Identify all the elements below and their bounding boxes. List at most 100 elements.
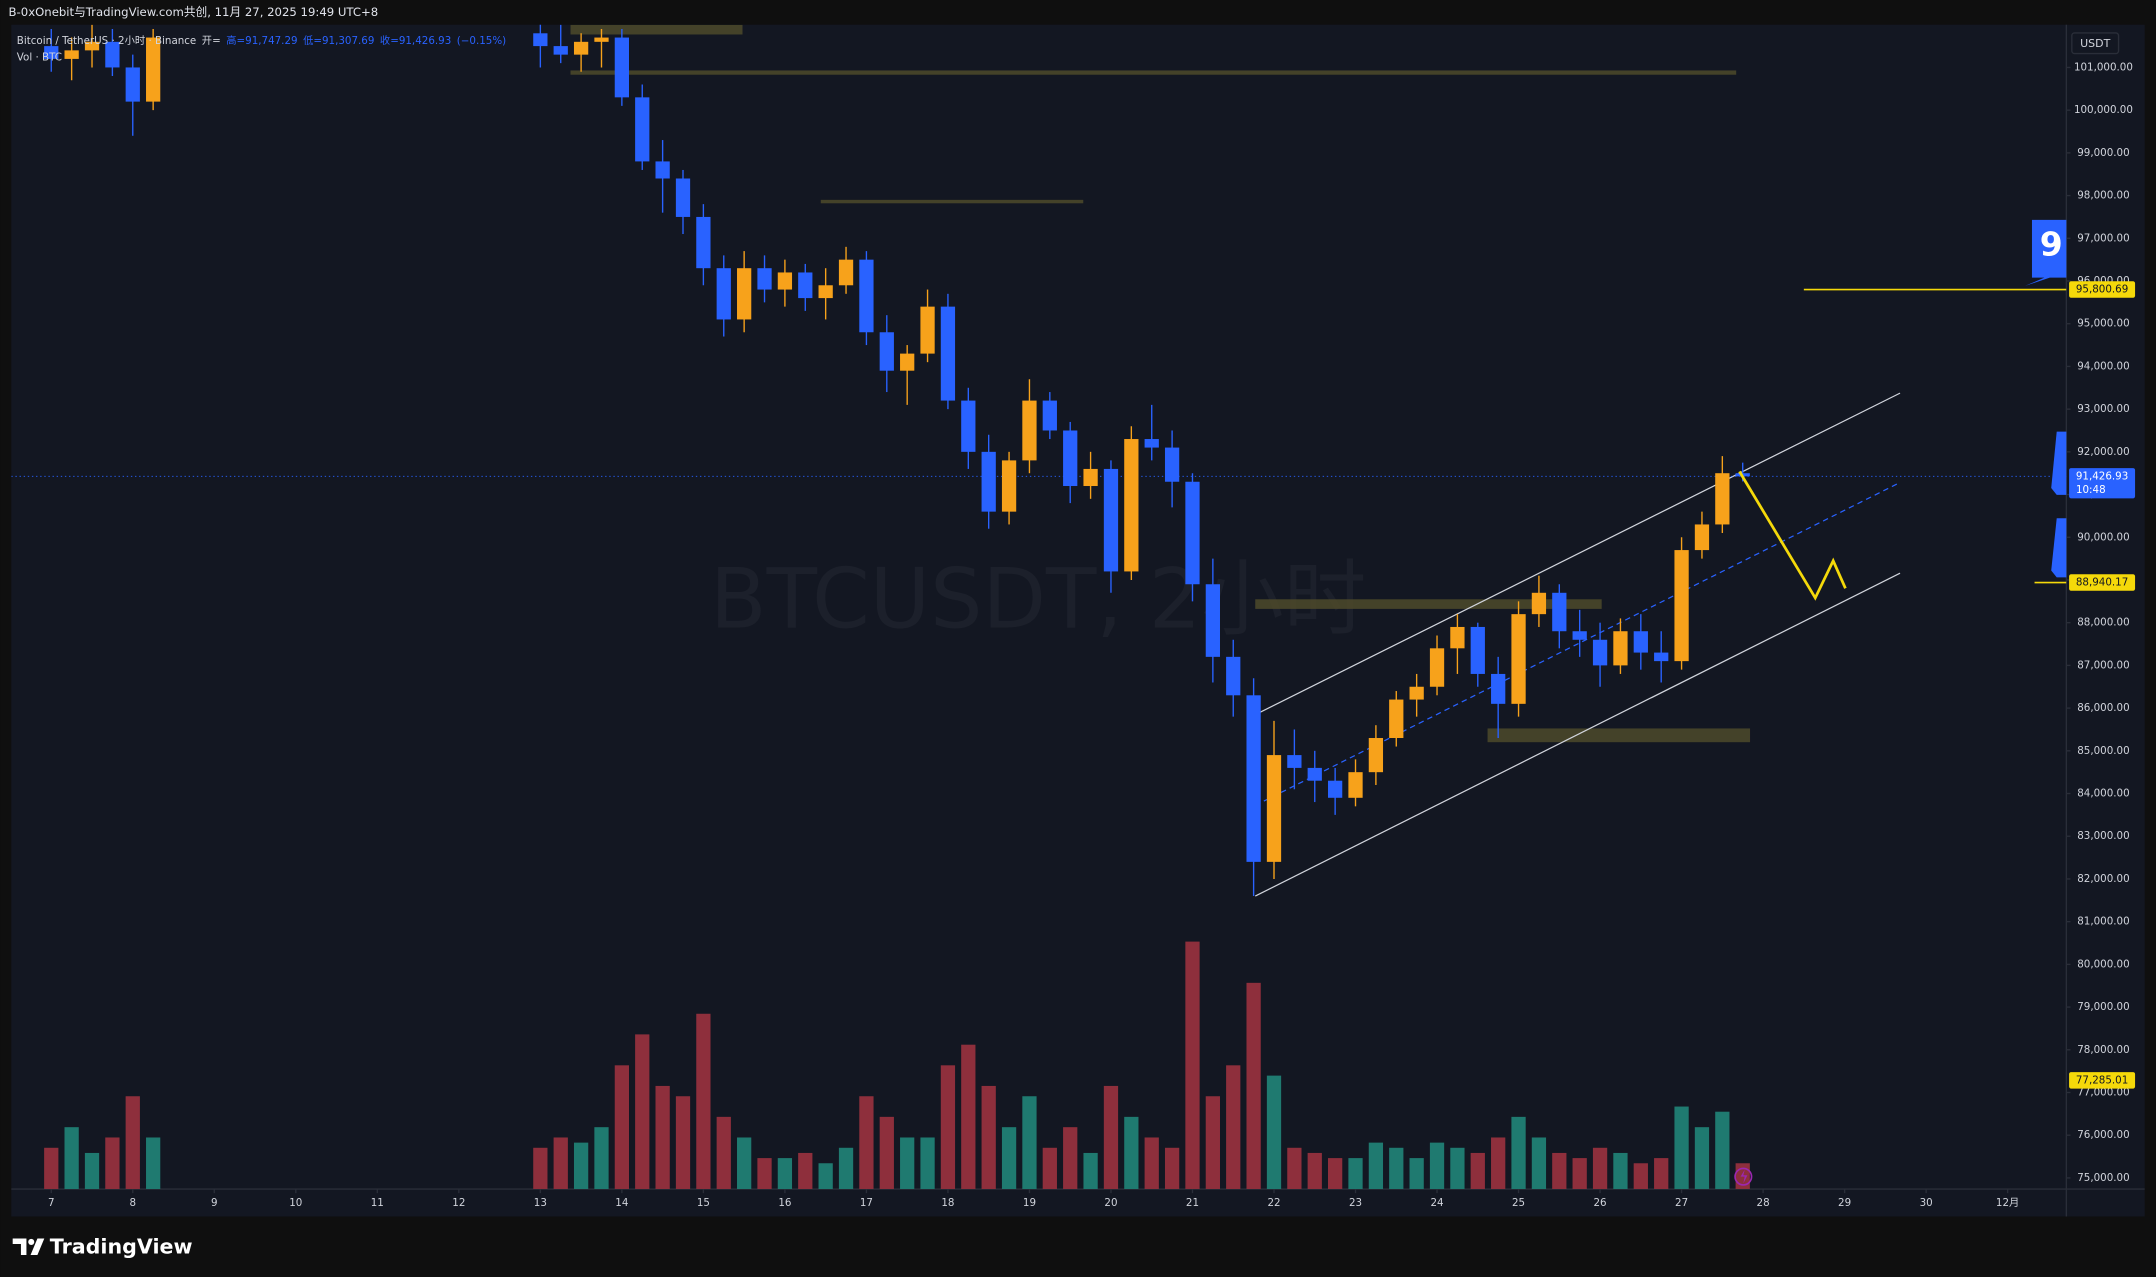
candle-body xyxy=(1144,439,1159,448)
candle-body xyxy=(553,46,568,55)
volume-bar xyxy=(1164,1147,1180,1190)
volume-bar xyxy=(84,1152,100,1190)
x-tick-label: 7 xyxy=(48,1197,55,1209)
candle-body xyxy=(1124,439,1139,572)
candle-body xyxy=(940,306,956,401)
candle-body xyxy=(777,272,793,290)
y-tick-label: 82,000.00 xyxy=(2077,873,2129,885)
candle-body xyxy=(573,41,589,55)
candle-body xyxy=(1654,652,1669,662)
candle-body xyxy=(146,37,161,102)
price-tag-label: 95,800.69 xyxy=(2076,284,2128,296)
x-tick-label: 21 xyxy=(1186,1197,1199,1209)
candle-body xyxy=(961,400,976,452)
y-tick-label: 78,000.00 xyxy=(2077,1044,2129,1056)
volume-bar xyxy=(1348,1158,1363,1190)
candle-body xyxy=(716,268,731,320)
volume-bar xyxy=(1246,982,1261,1190)
y-tick-label: 76,000.00 xyxy=(2077,1129,2129,1141)
x-tick-label: 19 xyxy=(1023,1197,1036,1209)
volume-bar xyxy=(1001,1127,1017,1190)
candle-body xyxy=(1226,656,1241,696)
volume-bar xyxy=(1083,1152,1098,1190)
channel-line xyxy=(1254,572,1901,897)
plot-area xyxy=(11,24,2067,1190)
candle-body xyxy=(1368,738,1384,773)
candle-body xyxy=(1063,430,1078,487)
candle-body xyxy=(696,216,711,269)
volume-bar xyxy=(1633,1163,1648,1190)
y-tick-label: 90,000.00 xyxy=(2077,531,2129,543)
y-tick-label: 85,000.00 xyxy=(2077,745,2129,757)
volume-bar xyxy=(655,1085,670,1190)
volume-bar xyxy=(1552,1152,1567,1190)
x-tick-label: 29 xyxy=(1838,1197,1851,1209)
axis-unit-box[interactable] xyxy=(2071,32,2120,55)
candle-body xyxy=(798,272,813,299)
badge-shape xyxy=(2025,219,2067,286)
x-tick-label: 27 xyxy=(1675,1197,1688,1209)
candle-body xyxy=(1103,468,1119,572)
volume-bar xyxy=(1063,1127,1078,1190)
x-tick-label: 12月 xyxy=(1996,1197,2019,1209)
volume-bar xyxy=(1124,1116,1139,1190)
legend-symbol: Bitcoin / TetherUS · 2小时 · Binance xyxy=(17,35,196,47)
candle-body xyxy=(1307,767,1322,781)
volume-bar xyxy=(594,1127,609,1190)
candle-body xyxy=(1531,592,1547,615)
volume-bar xyxy=(1470,1152,1485,1190)
y-tick-label: 83,000.00 xyxy=(2077,830,2129,842)
x-tick-label: 22 xyxy=(1267,1197,1280,1209)
candle-body xyxy=(675,178,691,217)
x-tick-label: 28 xyxy=(1757,1197,1770,1209)
legend-low: 低=91,307.69 xyxy=(303,34,374,47)
candle-body xyxy=(533,33,548,47)
candle-body xyxy=(818,285,833,299)
candle-body xyxy=(1185,481,1200,585)
volume-bar xyxy=(635,1034,650,1190)
volume-bar xyxy=(1389,1147,1404,1190)
volume-bar xyxy=(573,1142,589,1190)
volume-bar xyxy=(1429,1142,1445,1190)
candle-body xyxy=(737,268,752,320)
axes: 75,000.00 76,000.00 77,000.00 78,000.00 79,0… xyxy=(48,61,2136,1209)
volume-bar xyxy=(757,1158,772,1190)
x-tick-label: 30 xyxy=(1920,1197,1933,1209)
candle-body xyxy=(1613,631,1628,666)
volume-bar xyxy=(1511,1116,1526,1190)
price-tag xyxy=(2069,1072,2136,1089)
x-tick-label: 18 xyxy=(941,1197,954,1209)
chart-background xyxy=(11,24,2145,1217)
x-tick-label: 14 xyxy=(615,1197,628,1209)
y-tick-label: 84,000.00 xyxy=(2077,788,2129,800)
candle-body xyxy=(1552,592,1567,632)
replay-icon[interactable] xyxy=(1734,1167,1753,1186)
y-tick-label: 75,000.00 xyxy=(2077,1172,2129,1184)
price-tag-label: 77,285.01 xyxy=(2076,1074,2128,1086)
x-tick-label: 26 xyxy=(1594,1197,1607,1209)
volume-bar xyxy=(1592,1147,1608,1190)
volume-bar xyxy=(125,1096,140,1190)
volume-bar xyxy=(696,1013,711,1190)
side-tab[interactable] xyxy=(2051,431,2067,495)
candle-body xyxy=(1633,631,1648,653)
x-tick-label: 11 xyxy=(371,1197,384,1209)
candle-body xyxy=(125,67,140,102)
volume-bar xyxy=(1450,1147,1465,1190)
price-tag-label: 91,426.93 xyxy=(2076,470,2128,482)
y-tick-label: 77,000.00 xyxy=(2077,1087,2129,1099)
legend-change: (−0.15%) xyxy=(457,35,506,47)
volume-bar xyxy=(1144,1137,1159,1190)
volume-bar xyxy=(981,1085,996,1190)
alert-badge[interactable]: 9 xyxy=(2025,219,2067,286)
x-tick-label: 20 xyxy=(1104,1197,1117,1209)
y-tick-label: 94,000.00 xyxy=(2077,360,2129,372)
zone xyxy=(570,24,743,35)
y-tick-label: 79,000.00 xyxy=(2077,1001,2129,1013)
volume-bar xyxy=(1205,1096,1220,1190)
side-tab[interactable] xyxy=(2051,518,2067,578)
candle-body xyxy=(655,161,670,179)
footer-logo[interactable]: TradingView xyxy=(12,1234,193,1258)
